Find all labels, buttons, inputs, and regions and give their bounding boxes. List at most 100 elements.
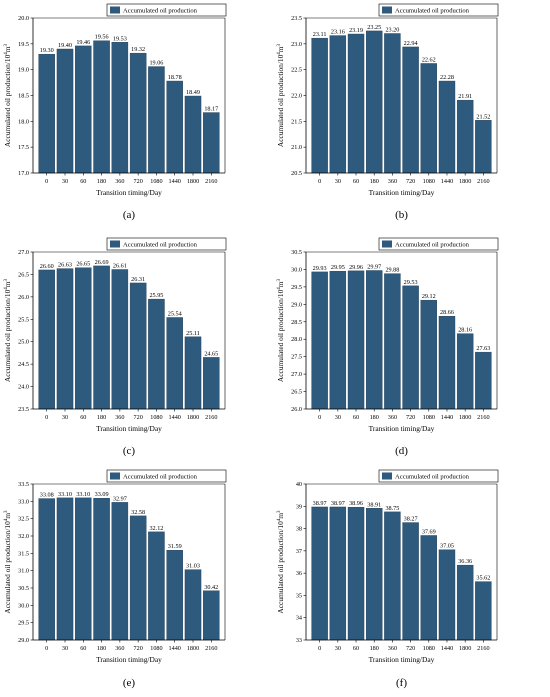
chart-bar [93, 498, 110, 641]
data-label: 23.11 [313, 31, 327, 38]
chart-bar [148, 298, 165, 410]
chart-bar [384, 33, 401, 174]
legend: Accumulated oil production [106, 469, 227, 483]
data-label: 26.31 [131, 276, 145, 283]
data-label: 23.20 [385, 27, 399, 34]
data-label: 19.53 [113, 35, 127, 42]
y-tick-label: 25.0 [18, 339, 29, 346]
x-tick-label: 0 [318, 645, 321, 652]
data-label: 29.97 [367, 263, 381, 270]
data-label: 29.96 [349, 264, 363, 271]
x-axis-title: Transition timing/Day [96, 188, 162, 197]
legend-swatch [382, 240, 392, 248]
x-tick-label: 2160 [205, 178, 217, 185]
x-axis-title: Transition timing/Day [369, 424, 435, 433]
chart-bar [56, 48, 74, 174]
y-tick-label: 24.0 [18, 384, 29, 391]
data-label: 29.53 [404, 279, 418, 286]
data-label: 23.16 [331, 29, 345, 36]
x-tick-label: 1080 [150, 645, 162, 652]
legend-box [378, 469, 499, 483]
data-label: 38.97 [331, 500, 345, 507]
chart-bar [438, 315, 456, 410]
x-axis-title: Transition timing/Day [369, 188, 435, 197]
data-label: 26.63 [58, 262, 72, 269]
y-tick-label: 21.0 [291, 144, 302, 151]
chart-panel: 33.08 0 33.10 30 33.10 60 33.09 180 32.97 360 32.5… [3, 469, 227, 689]
y-tick-label: 26.0 [291, 406, 302, 413]
y-tick-label: 33.5 [18, 481, 29, 488]
data-label: 38.96 [349, 500, 363, 507]
x-tick-label: 180 [370, 414, 379, 421]
x-tick-label: 180 [97, 414, 106, 421]
y-tick-label: 29.0 [291, 301, 302, 308]
legend-label: Accumulated oil production [395, 242, 470, 249]
chart-bar [75, 267, 92, 410]
data-label: 25.95 [149, 292, 163, 299]
y-tick-label: 18.5 [18, 93, 29, 100]
y-tick-label: 40 [296, 481, 302, 488]
legend-box [106, 469, 227, 483]
x-tick-label: 2160 [477, 178, 489, 185]
panel-caption: (d) [395, 445, 408, 457]
chart-bar [203, 112, 220, 174]
y-tick-label: 30.0 [18, 602, 29, 609]
legend: Accumulated oil production [106, 3, 227, 17]
x-tick-label: 360 [388, 178, 397, 185]
data-label: 26.61 [113, 262, 127, 269]
legend-swatch [110, 472, 120, 480]
chart-bar [166, 80, 183, 174]
y-tick-label: 22.0 [291, 93, 302, 100]
chart-bar [184, 336, 202, 410]
data-label: 19.32 [131, 46, 145, 53]
x-tick-label: 720 [406, 178, 415, 185]
data-label: 31.59 [168, 543, 182, 550]
data-label: 38.75 [385, 505, 399, 512]
y-tick-label: 30.5 [291, 249, 302, 256]
chart-bar [111, 269, 129, 410]
x-tick-label: 30 [335, 414, 341, 421]
data-label: 35.62 [476, 575, 490, 582]
chart-bar [111, 502, 129, 641]
data-label: 26.65 [76, 261, 90, 268]
chart-bar [56, 268, 74, 410]
x-axis-title: Transition timing/Day [96, 655, 162, 664]
x-tick-label: 360 [388, 645, 397, 652]
x-tick-label: 2160 [205, 414, 217, 421]
legend-swatch [110, 6, 120, 14]
x-tick-label: 0 [45, 178, 48, 185]
x-tick-label: 30 [335, 645, 341, 652]
y-tick-label: 26.5 [291, 389, 302, 396]
chart-bar [438, 549, 456, 641]
chart-bar [347, 270, 365, 410]
x-tick-label: 180 [370, 645, 379, 652]
y-tick-label: 17.5 [18, 144, 29, 151]
data-label: 33.08 [40, 492, 54, 499]
data-label: 32.12 [149, 525, 163, 532]
x-tick-label: 360 [115, 414, 124, 421]
chart-bar [56, 497, 74, 641]
x-tick-label: 1080 [150, 414, 162, 421]
y-axis-title: Accumulated oil production/104m3 [276, 43, 285, 147]
chart-bar [184, 569, 202, 641]
x-tick-label: 1800 [187, 645, 199, 652]
data-label: 38.27 [404, 516, 418, 523]
chart-bar [311, 37, 328, 174]
chart-bar [420, 299, 437, 410]
x-tick-label: 1800 [459, 645, 471, 652]
chart-bar [420, 63, 437, 174]
x-tick-label: 1800 [459, 178, 471, 185]
data-label: 29.95 [331, 264, 345, 271]
y-axis-title: Accumulated oil production/104m3 [3, 278, 12, 382]
x-tick-label: 1080 [150, 178, 162, 185]
panel-caption: (e) [123, 677, 136, 689]
data-label: 29.88 [385, 267, 399, 274]
y-tick-label: 30.5 [18, 585, 29, 592]
data-label: 27.63 [476, 345, 490, 352]
data-label: 22.62 [422, 56, 436, 63]
data-label: 28.66 [440, 309, 454, 316]
data-label: 19.56 [95, 34, 109, 41]
x-tick-label: 180 [97, 645, 106, 652]
chart-bar [129, 515, 147, 641]
y-tick-label: 19.0 [18, 67, 29, 74]
